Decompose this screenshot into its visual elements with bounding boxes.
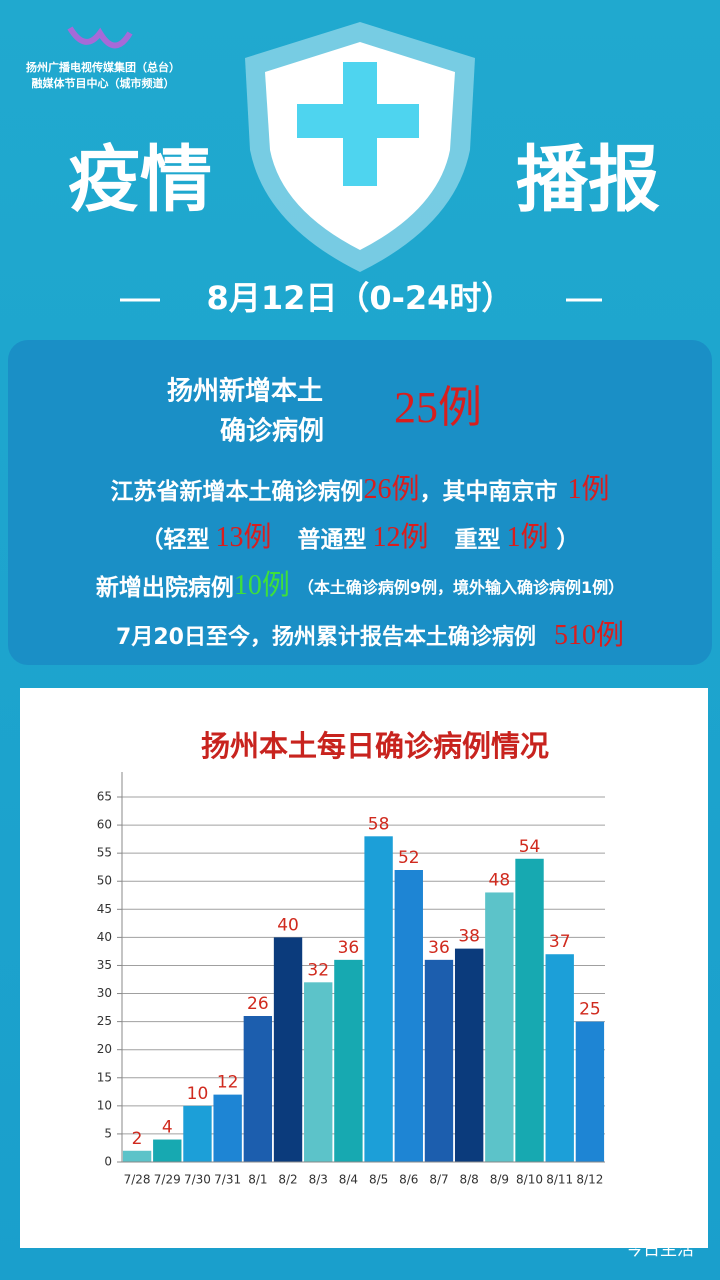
x-tick-label: 8/6 (399, 1173, 418, 1187)
data-label: 2 (132, 1129, 143, 1149)
org-line: 扬州广播电视传媒集团（总台） (26, 60, 180, 74)
x-tick-label: 8/11 (546, 1173, 573, 1187)
bar (454, 948, 484, 1162)
bar (545, 954, 574, 1162)
data-label: 58 (368, 814, 390, 834)
x-tick-label: 8/7 (429, 1173, 448, 1187)
data-label: 37 (549, 932, 571, 952)
data-label: 4 (162, 1118, 173, 1138)
org-line: 融媒体节目中心（城市频道） (32, 76, 175, 90)
bar (394, 870, 423, 1162)
summary-value: 1例 (507, 521, 549, 553)
y-tick-label: 20 (97, 1042, 112, 1056)
data-label: 12 (217, 1073, 239, 1093)
data-label: 48 (489, 870, 511, 890)
y-tick-label: 10 (97, 1098, 112, 1112)
x-tick-label: 7/30 (184, 1173, 211, 1187)
data-label: 36 (428, 938, 450, 958)
info-panel (8, 340, 712, 665)
x-tick-label: 8/10 (516, 1173, 543, 1187)
bar (183, 1105, 212, 1162)
data-label: 32 (307, 960, 329, 980)
bar (304, 982, 333, 1162)
y-tick-label: 50 (97, 874, 112, 888)
y-tick-label: 45 (97, 902, 112, 916)
summary-line: 7月20日至今，扬州累计报告本土确诊病例 510例 (116, 619, 624, 651)
summary-text: 扬州新增本土 (167, 376, 323, 407)
y-tick-label: 40 (97, 930, 112, 944)
bar (334, 959, 363, 1162)
data-label: 26 (247, 994, 269, 1014)
y-tick-label: 30 (97, 986, 112, 1000)
y-tick-label: 25 (97, 1014, 112, 1028)
x-tick-label: 8/5 (369, 1173, 388, 1187)
y-tick-label: 0 (104, 1155, 112, 1169)
data-label: 54 (519, 837, 541, 857)
chart-panel (20, 688, 708, 1248)
summary-value: 12例 (372, 521, 428, 553)
summary-text: 江苏省新增本土确诊病例 (110, 478, 363, 505)
summary-value: 510例 (554, 619, 624, 651)
x-tick-label: 8/12 (576, 1173, 603, 1187)
bar (485, 892, 514, 1162)
watermark: 今日生活 (626, 1240, 694, 1260)
y-tick-label: 60 (97, 818, 112, 832)
y-tick-label: 15 (97, 1070, 112, 1084)
summary-text: 重型 (455, 527, 501, 553)
summary-value: 26例 (363, 473, 419, 505)
title-right: 播报 (516, 138, 660, 222)
summary-line: 新增出院病例10例 （本土确诊病例9例，境外输入确诊病例1例） (96, 569, 624, 601)
logo (67, 26, 133, 49)
data-label: 52 (398, 848, 420, 868)
chart-title: 扬州本土每日确诊病例情况 (201, 729, 549, 763)
summary-text: （本土确诊病例9例，境外输入确诊病例1例） (298, 578, 624, 597)
cross (297, 62, 419, 186)
x-tick-label: 8/2 (278, 1173, 297, 1187)
date: 8月12日（0-24时） (207, 279, 514, 317)
bar (122, 1150, 152, 1162)
bar (213, 1094, 242, 1162)
summary-text: ） (557, 526, 580, 553)
x-tick-label: 8/3 (309, 1173, 328, 1187)
bar (364, 836, 393, 1162)
bar (273, 937, 303, 1162)
summary-text: 普通型 (297, 526, 366, 553)
bar (153, 1139, 182, 1162)
bar (575, 1021, 605, 1162)
summary-value: 10例 (234, 569, 290, 601)
bar (515, 858, 544, 1162)
y-tick-label: 65 (97, 790, 112, 804)
summary-value: 1例 (568, 473, 610, 505)
x-tick-label: 8/4 (339, 1173, 358, 1187)
data-label: 36 (338, 938, 360, 958)
bar (424, 959, 454, 1162)
data-label: 40 (277, 915, 299, 935)
x-tick-label: 8/9 (490, 1173, 509, 1187)
x-tick-label: 7/31 (214, 1173, 241, 1187)
x-tick-label: 7/29 (154, 1173, 181, 1187)
summary-text: （轻型 (140, 526, 209, 553)
y-tick-label: 35 (97, 958, 112, 972)
title-left: 疫情 (68, 138, 212, 222)
data-label: 25 (579, 1000, 601, 1020)
x-tick-label: 7/28 (124, 1173, 151, 1187)
summary-text: 确诊病例 (220, 416, 324, 447)
summary-value: 25例 (394, 383, 482, 432)
y-tick-label: 5 (104, 1126, 112, 1140)
y-tick-label: 55 (97, 846, 112, 860)
summary-line: 江苏省新增本土确诊病例26例，其中南京市 1例 (110, 473, 609, 505)
summary-value: 13例 (215, 521, 271, 553)
chart: 0 5 10 15 20 25 30 35 40 45 50 55 60 65 7/28 2 7/29 4 7/30… (97, 772, 605, 1187)
summary-text: ，其中南京市 (420, 478, 558, 505)
data-label: 10 (187, 1084, 209, 1104)
data-label: 38 (458, 927, 480, 947)
summary-text: 7月20日至今，扬州累计报告本土确诊病例 (116, 624, 536, 650)
summary-line: （轻型 13例 普通型 12例 重型 1例 ） (140, 521, 579, 553)
bar (243, 1016, 273, 1162)
x-tick-label: 8/8 (460, 1173, 479, 1187)
summary-text: 新增出院病例 (96, 574, 234, 601)
x-tick-label: 8/1 (248, 1173, 267, 1187)
